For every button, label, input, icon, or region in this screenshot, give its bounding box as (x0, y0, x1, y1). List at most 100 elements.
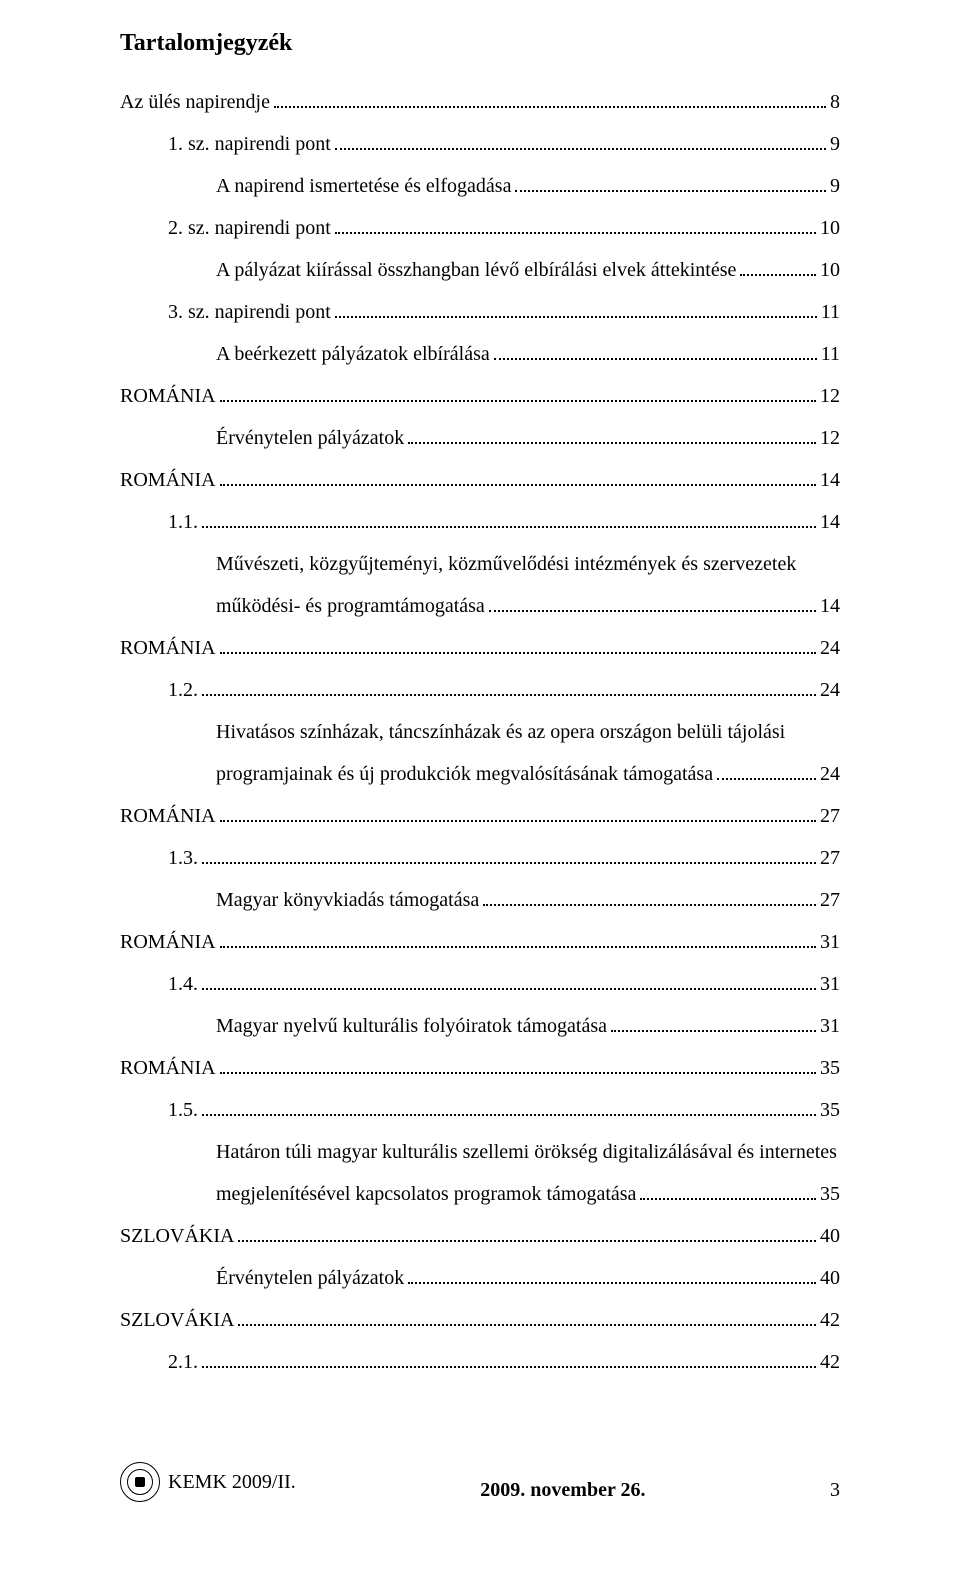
toc-entry: ROMÁNIA35 (120, 1047, 840, 1089)
toc-entry-page: 31 (820, 921, 840, 963)
toc-leader (494, 358, 817, 360)
toc-entry: A napirend ismertetése és elfogadása9 (120, 165, 840, 207)
toc-entry: A beérkezett pályázatok elbírálása 11 (120, 333, 840, 375)
toc-entry: 1.3.27 (120, 837, 840, 879)
toc-leader (335, 316, 817, 318)
toc-entry: Magyar nyelvű kulturális folyóiratok tám… (120, 1005, 840, 1047)
toc-entry: Érvénytelen pályázatok 40 (120, 1257, 840, 1299)
toc-entry-label: ROMÁNIA (120, 375, 216, 417)
toc-leader (220, 484, 816, 486)
toc-entry-page: 27 (820, 795, 840, 837)
toc-entry-label: 1. sz. napirendi pont (168, 123, 331, 165)
toc-entry-page: 42 (820, 1299, 840, 1341)
toc-entry-label: ROMÁNIA (120, 627, 216, 669)
toc-leader (220, 400, 816, 402)
toc-entry: Magyar könyvkiadás támogatása27 (120, 879, 840, 921)
toc-leader (202, 1114, 816, 1116)
toc-entry-page: 24 (820, 669, 840, 711)
toc-entry-page: 8 (830, 81, 840, 123)
toc-entry-wrap: Művészeti, közgyűjteményi, közművelődési… (120, 543, 840, 585)
toc-leader (515, 190, 826, 192)
toc-entry-label: programjainak és új produkciók megvalósí… (216, 753, 713, 795)
toc-leader (220, 946, 816, 948)
toc-entry: 2.1.42 (120, 1341, 840, 1383)
toc-leader (611, 1030, 816, 1032)
page: Tartalomjegyzék Az ülés napirendje81. sz… (0, 0, 960, 1572)
toc-entry-label: Érvénytelen pályázatok (216, 1257, 404, 1299)
seal-icon (120, 1462, 160, 1502)
toc-entry-page: 14 (820, 585, 840, 627)
footer-center-text: 2009. november 26. (480, 1479, 645, 1502)
toc-entry-page: 12 (820, 375, 840, 417)
toc-entry-label: SZLOVÁKIA (120, 1299, 234, 1341)
toc-entry-label: megjelenítésével kapcsolatos programok t… (216, 1173, 636, 1215)
toc-entry-label: működési- és programtámogatása (216, 585, 485, 627)
toc-entry-label: A beérkezett pályázatok elbírálása (216, 333, 490, 375)
toc-leader (408, 442, 816, 444)
toc-entry-page: 11 (821, 291, 840, 333)
toc-entry-page: 14 (820, 501, 840, 543)
toc-entry: programjainak és új produkciók megvalósí… (120, 753, 840, 795)
toc-entry-page: 12 (820, 417, 840, 459)
toc-entry: SZLOVÁKIA 42 (120, 1299, 840, 1341)
toc-entry-label: A pályázat kiírással összhangban lévő el… (216, 249, 736, 291)
toc-entry-page: 31 (820, 963, 840, 1005)
toc-entry-wrap: Hivatásos színházak, táncszínházak és az… (120, 711, 840, 753)
toc-leader (489, 610, 816, 612)
toc-leader (740, 274, 816, 276)
toc-entry-page: 11 (821, 333, 840, 375)
footer-page-number: 3 (830, 1479, 840, 1502)
toc-entry-label: ROMÁNIA (120, 795, 216, 837)
footer-left: KEMK 2009/II. (120, 1462, 296, 1502)
toc-leader (717, 778, 816, 780)
toc-entry-label: SZLOVÁKIA (120, 1215, 234, 1257)
toc-entry-label: Az ülés napirendje (120, 81, 270, 123)
toc-leader (202, 988, 816, 990)
toc-leader (274, 106, 826, 108)
toc-entry: ROMÁNIA 27 (120, 795, 840, 837)
toc-entry-label: 2. sz. napirendi pont (168, 207, 331, 249)
toc-entry-page: 40 (820, 1257, 840, 1299)
toc-leader (238, 1240, 816, 1242)
toc-list: Az ülés napirendje81. sz. napirendi pont… (120, 81, 840, 1383)
toc-leader (640, 1198, 816, 1200)
toc-entry-label: ROMÁNIA (120, 921, 216, 963)
toc-entry-label: 1.4. (168, 963, 198, 1005)
toc-entry-page: 9 (830, 165, 840, 207)
toc-entry: ROMÁNIA 24 (120, 627, 840, 669)
toc-entry: Érvénytelen pályázatok12 (120, 417, 840, 459)
toc-entry-page: 24 (820, 753, 840, 795)
toc-entry: 2. sz. napirendi pont10 (120, 207, 840, 249)
toc-leader (220, 1072, 816, 1074)
toc-entry: 1.5.35 (120, 1089, 840, 1131)
toc-entry-page: 35 (820, 1173, 840, 1215)
toc-entry-label: ROMÁNIA (120, 459, 216, 501)
toc-entry-label: 1.3. (168, 837, 198, 879)
toc-entry-label: Magyar nyelvű kulturális folyóiratok tám… (216, 1005, 607, 1047)
toc-entry-label: 1.5. (168, 1089, 198, 1131)
toc-leader (202, 862, 816, 864)
toc-entry: Az ülés napirendje 8 (120, 81, 840, 123)
toc-entry-wrap: Határon túli magyar kulturális szellemi … (120, 1131, 840, 1173)
toc-entry-page: 24 (820, 627, 840, 669)
toc-leader (202, 526, 816, 528)
toc-entry-page: 40 (820, 1215, 840, 1257)
toc-entry-page: 35 (820, 1047, 840, 1089)
toc-leader (408, 1282, 816, 1284)
toc-leader (335, 148, 826, 150)
toc-entry-page: 14 (820, 459, 840, 501)
footer-left-text: KEMK 2009/II. (168, 1471, 296, 1494)
toc-entry: 1.1.14 (120, 501, 840, 543)
toc-leader (220, 652, 816, 654)
toc-title: Tartalomjegyzék (120, 30, 840, 57)
toc-entry: ROMÁNIA 14 (120, 459, 840, 501)
toc-entry-page: 42 (820, 1341, 840, 1383)
toc-entry: működési- és programtámogatása 14 (120, 585, 840, 627)
toc-entry-page: 31 (820, 1005, 840, 1047)
toc-entry: 1. sz. napirendi pont9 (120, 123, 840, 165)
toc-entry-label: 1.2. (168, 669, 198, 711)
toc-entry-page: 10 (820, 249, 840, 291)
toc-entry: ROMÁNIA 12 (120, 375, 840, 417)
toc-leader (483, 904, 816, 906)
toc-leader (238, 1324, 816, 1326)
